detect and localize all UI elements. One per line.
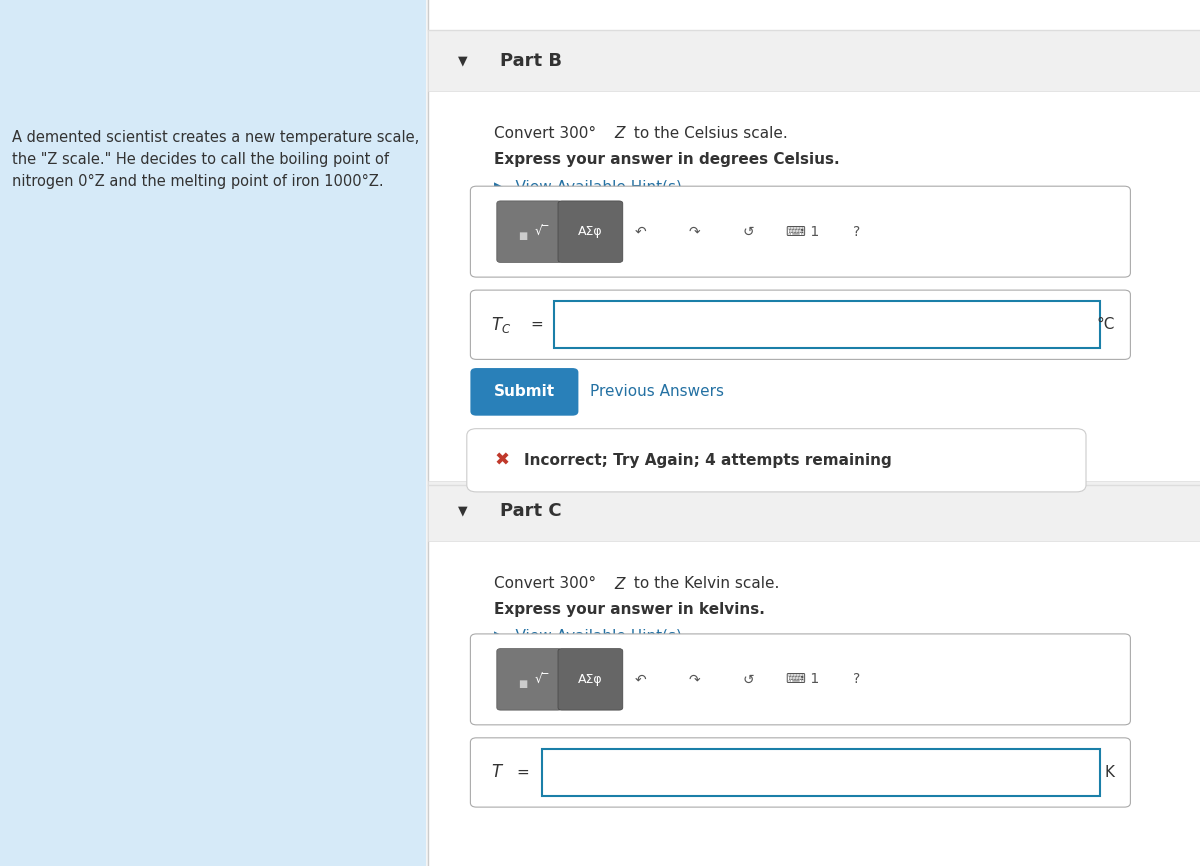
Text: to the Celsius scale.: to the Celsius scale. [629,126,787,140]
Text: ▶  View Available Hint(s): ▶ View Available Hint(s) [494,629,683,643]
Text: ▼: ▼ [458,504,468,518]
Text: AΣφ: AΣφ [578,673,602,686]
Text: Z: Z [614,577,625,591]
FancyBboxPatch shape [428,481,1200,541]
Text: Express your answer in kelvins.: Express your answer in kelvins. [494,602,766,617]
FancyBboxPatch shape [0,0,426,866]
FancyBboxPatch shape [554,301,1100,348]
Text: √‾: √‾ [535,225,550,238]
FancyBboxPatch shape [542,749,1100,796]
FancyBboxPatch shape [467,429,1086,492]
FancyBboxPatch shape [558,649,623,710]
Text: ■: ■ [517,679,527,688]
Text: Express your answer in degrees Celsius.: Express your answer in degrees Celsius. [494,152,840,167]
Text: ?: ? [853,224,860,239]
Text: ⌨ 1: ⌨ 1 [786,224,820,239]
FancyBboxPatch shape [470,186,1130,277]
FancyBboxPatch shape [470,368,578,416]
FancyBboxPatch shape [470,738,1130,807]
Text: ▼: ▼ [458,54,468,68]
Text: ↺: ↺ [743,224,755,239]
FancyBboxPatch shape [470,290,1130,359]
Text: ↶: ↶ [635,224,647,239]
FancyBboxPatch shape [470,634,1130,725]
Text: K: K [1105,765,1115,780]
FancyBboxPatch shape [428,0,1200,866]
FancyBboxPatch shape [428,30,1200,91]
Text: A demented scientist creates a new temperature scale,
the "Z scale." He decides : A demented scientist creates a new tempe… [12,130,419,190]
FancyBboxPatch shape [558,201,623,262]
Text: ⌨ 1: ⌨ 1 [786,672,820,687]
Text: ✖: ✖ [494,451,510,469]
Text: °C: °C [1097,317,1115,333]
Text: to the Kelvin scale.: to the Kelvin scale. [629,576,779,591]
Text: Incorrect; Try Again; 4 attempts remaining: Incorrect; Try Again; 4 attempts remaini… [524,453,892,468]
Text: Convert 300°: Convert 300° [494,576,596,591]
FancyBboxPatch shape [497,201,562,262]
Text: =: = [530,317,544,333]
Text: =: = [516,765,529,780]
Text: $T_C$: $T_C$ [491,314,511,335]
Text: ↷: ↷ [689,672,701,687]
Text: Convert 300°: Convert 300° [494,126,596,140]
Text: Part B: Part B [500,52,563,69]
Text: ■: ■ [517,231,527,241]
Text: ↷: ↷ [689,224,701,239]
Text: ?: ? [853,672,860,687]
Text: ↺: ↺ [743,672,755,687]
Text: Part C: Part C [500,502,562,520]
Text: AΣφ: AΣφ [578,225,602,238]
Text: ↶: ↶ [635,672,647,687]
Text: Z: Z [614,126,625,141]
Text: Previous Answers: Previous Answers [590,385,725,399]
Text: $T$: $T$ [491,764,504,781]
FancyBboxPatch shape [497,649,562,710]
Text: ▶  View Available Hint(s): ▶ View Available Hint(s) [494,179,683,194]
Text: Submit: Submit [494,385,554,399]
Text: √‾: √‾ [535,673,550,686]
